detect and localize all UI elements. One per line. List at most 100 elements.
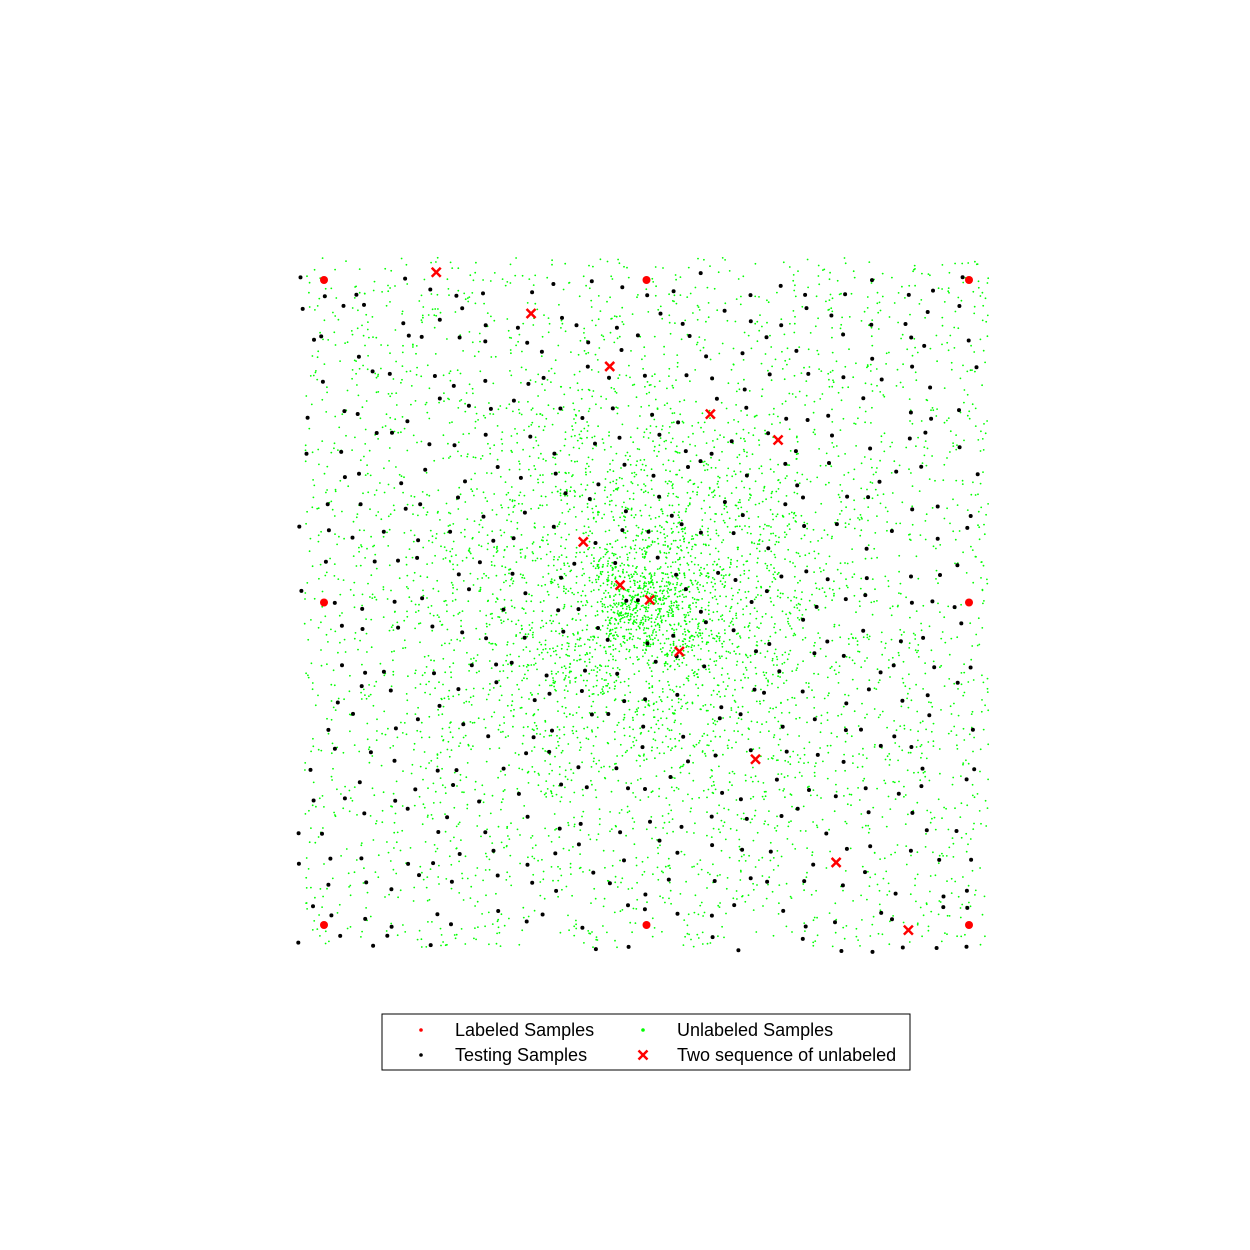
- unlabeled-sample-point: [772, 934, 775, 937]
- unlabeled-sample-point: [730, 492, 733, 494]
- unlabeled-sample-point: [436, 293, 439, 296]
- unlabeled-sample-point: [987, 778, 989, 781]
- unlabeled-sample-point: [694, 286, 697, 289]
- unlabeled-sample-point: [528, 468, 530, 471]
- unlabeled-sample-point: [449, 512, 452, 515]
- unlabeled-sample-point: [807, 286, 809, 289]
- unlabeled-sample-point: [623, 515, 625, 518]
- unlabeled-sample-point: [840, 399, 843, 402]
- unlabeled-sample-point: [599, 310, 602, 312]
- unlabeled-sample-point: [617, 377, 620, 380]
- unlabeled-sample-point: [698, 739, 701, 742]
- unlabeled-sample-point: [433, 659, 435, 662]
- unlabeled-sample-point: [664, 536, 666, 539]
- unlabeled-sample-point: [971, 794, 974, 797]
- unlabeled-sample-point: [965, 572, 968, 574]
- unlabeled-sample-point: [723, 620, 726, 622]
- unlabeled-sample-point: [783, 378, 786, 381]
- unlabeled-sample-point: [868, 638, 870, 641]
- unlabeled-sample-point: [532, 631, 534, 634]
- unlabeled-sample-point: [673, 721, 676, 724]
- unlabeled-sample-point: [391, 624, 394, 627]
- unlabeled-sample-point: [543, 526, 545, 528]
- unlabeled-sample-point: [588, 540, 591, 543]
- unlabeled-sample-point: [444, 671, 447, 674]
- unlabeled-sample-point: [701, 735, 704, 737]
- unlabeled-sample-point: [682, 649, 685, 652]
- unlabeled-sample-point: [405, 563, 408, 566]
- unlabeled-sample-point: [537, 584, 540, 586]
- unlabeled-sample-point: [776, 658, 779, 661]
- unlabeled-sample-point: [447, 525, 450, 527]
- unlabeled-sample-point: [756, 610, 758, 613]
- unlabeled-sample-point: [365, 400, 368, 402]
- unlabeled-sample-point: [912, 632, 915, 635]
- unlabeled-sample-point: [789, 450, 792, 452]
- unlabeled-sample-point: [330, 287, 333, 290]
- unlabeled-sample-point: [506, 654, 508, 657]
- unlabeled-sample-point: [339, 593, 342, 596]
- unlabeled-sample-point: [853, 499, 855, 502]
- unlabeled-sample-point: [638, 547, 641, 550]
- unlabeled-sample-point: [756, 547, 758, 550]
- unlabeled-sample-point: [828, 378, 830, 381]
- unlabeled-sample-point: [707, 544, 710, 547]
- unlabeled-sample-point: [848, 316, 851, 318]
- unlabeled-sample-point: [628, 650, 630, 653]
- unlabeled-sample-point: [484, 869, 487, 871]
- unlabeled-sample-point: [978, 538, 981, 541]
- unlabeled-sample-point: [597, 578, 600, 581]
- unlabeled-sample-point: [558, 737, 561, 740]
- unlabeled-sample-point: [318, 297, 321, 300]
- unlabeled-sample-point: [904, 794, 907, 796]
- unlabeled-sample-point: [621, 321, 624, 323]
- unlabeled-sample-point: [634, 711, 637, 713]
- unlabeled-sample-point: [679, 539, 681, 541]
- unlabeled-sample-point: [395, 392, 398, 394]
- unlabeled-sample-point: [381, 426, 384, 429]
- unlabeled-sample-point: [440, 545, 442, 548]
- unlabeled-sample-point: [826, 777, 829, 780]
- unlabeled-sample-point: [648, 617, 651, 620]
- unlabeled-sample-point: [396, 736, 399, 739]
- unlabeled-sample-point: [533, 522, 536, 525]
- unlabeled-sample-point: [375, 391, 378, 394]
- unlabeled-sample-point: [428, 762, 430, 764]
- unlabeled-sample-point: [976, 644, 979, 647]
- unlabeled-sample-point: [695, 343, 698, 346]
- unlabeled-sample-point: [317, 626, 320, 629]
- unlabeled-sample-point: [734, 473, 737, 476]
- unlabeled-sample-point: [869, 935, 872, 937]
- unlabeled-sample-point: [334, 268, 336, 271]
- unlabeled-sample-point: [666, 610, 669, 613]
- unlabeled-sample-point: [870, 601, 873, 604]
- unlabeled-sample-point: [608, 434, 610, 437]
- unlabeled-sample-point: [486, 828, 488, 831]
- unlabeled-sample-point: [305, 522, 307, 525]
- unlabeled-sample-point: [506, 676, 509, 679]
- unlabeled-sample-point: [581, 590, 584, 593]
- unlabeled-sample-point: [442, 941, 444, 943]
- unlabeled-sample-point: [527, 664, 530, 667]
- unlabeled-sample-point: [965, 832, 968, 835]
- unlabeled-sample-point: [475, 627, 478, 630]
- unlabeled-sample-point: [780, 701, 782, 704]
- unlabeled-sample-point: [666, 696, 669, 698]
- unlabeled-sample-point: [594, 711, 596, 714]
- unlabeled-sample-point: [698, 336, 701, 338]
- unlabeled-sample-point: [528, 593, 530, 596]
- unlabeled-sample-point: [971, 869, 974, 872]
- unlabeled-sample-point: [365, 313, 368, 316]
- unlabeled-sample-point: [916, 651, 918, 654]
- unlabeled-sample-point: [979, 770, 981, 773]
- unlabeled-sample-point: [921, 272, 923, 275]
- unlabeled-sample-point: [482, 491, 485, 494]
- unlabeled-sample-point: [581, 574, 584, 577]
- unlabeled-sample-point: [604, 665, 607, 668]
- unlabeled-sample-point: [777, 500, 780, 503]
- unlabeled-sample-point: [463, 292, 466, 295]
- unlabeled-sample-point: [522, 906, 525, 909]
- unlabeled-sample-point: [866, 307, 869, 309]
- unlabeled-sample-point: [609, 331, 612, 334]
- unlabeled-sample-point: [527, 633, 530, 635]
